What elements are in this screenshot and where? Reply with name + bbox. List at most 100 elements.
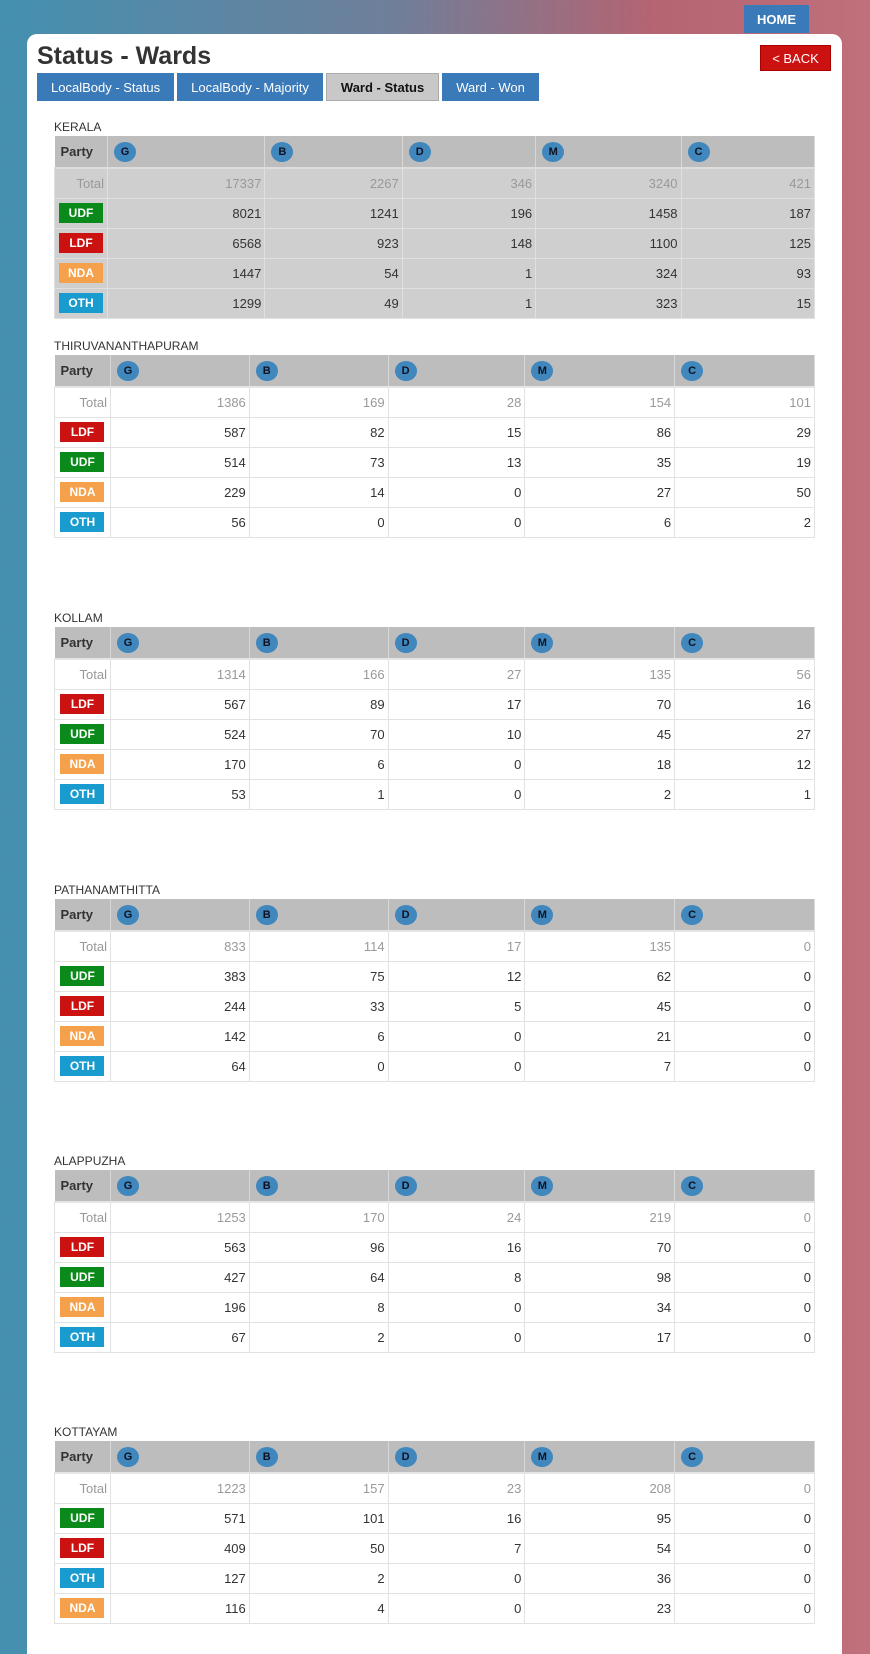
count-cell: 101	[248, 1502, 389, 1534]
count-cell: 64	[248, 1261, 389, 1293]
total-cell: 1223	[109, 1472, 250, 1504]
type-header: M	[524, 899, 676, 932]
count-cell: 64	[109, 1050, 250, 1082]
type-badge-m: M	[531, 904, 554, 925]
count-cell: 7	[524, 1050, 676, 1082]
count-cell: 125	[680, 227, 816, 259]
tab-localbody-majority[interactable]: LocalBody - Majority	[177, 73, 323, 101]
total-cell: 2267	[264, 167, 403, 199]
total-cell: 833	[109, 930, 250, 962]
count-cell: 0	[248, 506, 389, 538]
total-cell: 0	[674, 930, 815, 962]
party-header: Party	[54, 1170, 111, 1203]
total-label: Total	[54, 930, 111, 962]
count-cell: 12	[387, 960, 526, 992]
party-header: Party	[54, 899, 111, 932]
table-row: NDA 116 4 0 23 0	[54, 1592, 815, 1624]
count-cell: 6	[248, 1020, 389, 1052]
count-cell: 1241	[264, 197, 403, 229]
count-cell: 16	[387, 1502, 526, 1534]
count-cell: 1299	[106, 287, 266, 319]
total-cell: 154	[524, 386, 676, 418]
count-cell: 56	[109, 506, 250, 538]
back-button[interactable]: < BACK	[760, 45, 831, 71]
party-badge-nda: NDA	[60, 1297, 105, 1317]
party-badge-ldf: LDF	[60, 1237, 105, 1257]
total-cell: 219	[524, 1201, 676, 1233]
total-cell: 17337	[106, 167, 266, 199]
count-cell: 0	[674, 1502, 815, 1534]
total-cell: 170	[248, 1201, 389, 1233]
count-cell: 50	[248, 1532, 389, 1564]
party-badge-nda: NDA	[60, 482, 105, 502]
count-cell: 15	[680, 287, 816, 319]
party-badge-udf: UDF	[60, 966, 105, 986]
type-header: B	[249, 1170, 389, 1203]
count-cell: 567	[109, 688, 250, 720]
type-header: G	[110, 1170, 250, 1203]
header-row: Party G B D M C	[54, 1441, 815, 1474]
count-cell: 21	[524, 1020, 676, 1052]
type-badge-g: G	[116, 360, 139, 381]
type-header: B	[249, 1441, 389, 1474]
count-cell: 1	[248, 778, 389, 810]
count-cell: 45	[524, 718, 676, 750]
header-row: Party G B D M C	[54, 136, 816, 169]
type-badge-b: B	[255, 632, 278, 653]
type-header: G	[110, 627, 250, 660]
count-cell: 15	[387, 416, 526, 448]
total-cell: 1386	[109, 386, 250, 418]
type-badge-m: M	[542, 141, 565, 162]
total-cell: 346	[401, 167, 537, 199]
count-cell: 23	[524, 1592, 676, 1624]
tab-localbody-status[interactable]: LocalBody - Status	[37, 73, 175, 101]
tab-ward-won[interactable]: Ward - Won	[442, 73, 539, 101]
tab-ward-status[interactable]: Ward - Status	[325, 73, 440, 101]
home-button[interactable]: HOME	[744, 5, 809, 33]
party-badge-oth: OTH	[59, 293, 103, 313]
table-row: NDA 1447 54 1 324 93	[54, 257, 816, 289]
count-cell: 7	[387, 1532, 526, 1564]
type-header: B	[249, 355, 389, 388]
count-cell: 8021	[106, 197, 266, 229]
total-label: Total	[54, 1472, 111, 1504]
section-kerala: KERALA Party G B D M C Total 17337 2267 346 3240 421…	[54, 120, 816, 319]
count-cell: 170	[109, 748, 250, 780]
total-row: Total 833 114 17 135 0	[54, 930, 815, 962]
type-badge-d: D	[394, 1175, 417, 1196]
type-header: D	[388, 899, 526, 932]
count-cell: 5	[387, 990, 526, 1022]
total-cell: 1253	[109, 1201, 250, 1233]
type-header: C	[674, 1170, 815, 1203]
count-cell: 0	[387, 1592, 526, 1624]
party-badge-udf: UDF	[60, 1267, 105, 1287]
type-badge-g: G	[114, 141, 136, 162]
total-cell: 27	[387, 658, 526, 690]
count-cell: 70	[524, 1231, 676, 1263]
count-cell: 67	[109, 1321, 250, 1353]
count-cell: 1	[401, 257, 537, 289]
type-badge-b: B	[271, 141, 294, 162]
count-cell: 0	[674, 990, 815, 1022]
total-cell: 17	[387, 930, 526, 962]
total-cell: 114	[248, 930, 389, 962]
table-row: NDA 196 8 0 34 0	[54, 1291, 815, 1323]
total-label: Total	[54, 658, 111, 690]
total-label: Total	[54, 167, 108, 199]
count-cell: 6	[248, 748, 389, 780]
party-badge-ldf: LDF	[59, 233, 103, 253]
count-cell: 0	[674, 1532, 815, 1564]
type-badge-d: D	[408, 141, 431, 162]
count-cell: 0	[674, 1050, 815, 1082]
table-row: LDF 6568 923 148 1100 125	[54, 227, 816, 259]
count-cell: 571	[109, 1502, 250, 1534]
count-cell: 8	[248, 1291, 389, 1323]
table-row: LDF 567 89 17 70 16	[54, 688, 815, 720]
count-cell: 196	[401, 197, 537, 229]
count-cell: 409	[109, 1532, 250, 1564]
type-badge-d: D	[394, 904, 417, 925]
table-row: OTH 64 0 0 7 0	[54, 1050, 815, 1082]
count-cell: 0	[387, 1291, 526, 1323]
total-row: Total 1253 170 24 219 0	[54, 1201, 815, 1233]
count-cell: 324	[535, 257, 682, 289]
